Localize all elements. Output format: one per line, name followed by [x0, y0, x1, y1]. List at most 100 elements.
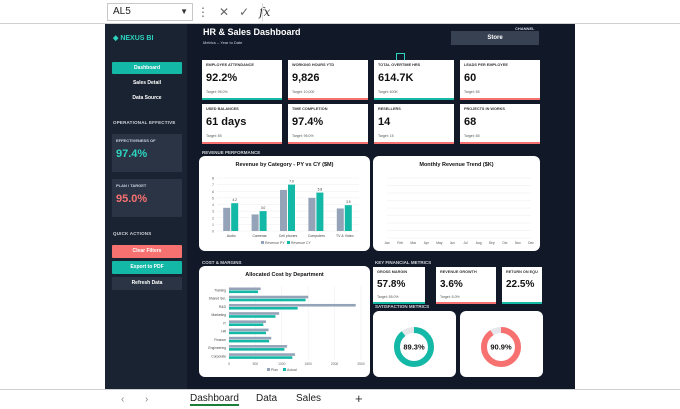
chevron-left-icon[interactable]: ‹ — [121, 394, 125, 405]
channel-label: CHANNEL — [515, 26, 535, 31]
bar — [288, 184, 295, 231]
kpi-card: TOTAL OVERTIME HRS 614.7K Target: 600K — [374, 60, 454, 100]
function-icon[interactable]: fx — [259, 5, 271, 19]
plan-target-label: PLAN / TARGET — [116, 183, 147, 188]
bar — [229, 298, 306, 302]
cost-chart: 0 500 1000 1500 2000 2500 Training Shared Ser. R… — [208, 286, 365, 372]
plan-target-value: 95.0% — [116, 193, 148, 205]
y-tick-label: 4 — [212, 203, 214, 207]
export-pdf-button[interactable]: Export to PDF — [112, 261, 182, 274]
legend-label: Actual — [287, 368, 297, 372]
data-label: 3.9 — [346, 200, 351, 204]
dashboard-title: HR & Sales Dashboard — [203, 27, 301, 37]
effectiveness-card: EFFECTIVENESS OF 97.4% — [112, 134, 182, 172]
kpi-card: RESELLERS 14 Target: 15 — [374, 104, 454, 144]
donut-fill — [394, 327, 434, 367]
kpi-target: Target: 55 — [206, 134, 222, 138]
tab-sales[interactable]: Sales — [296, 393, 322, 404]
trend-chart-panel: Monthly Revenue Trend ($K) Jan Feb Mar Apr M… — [373, 156, 540, 251]
kpi-value: 68 — [464, 116, 477, 128]
financial-card-return-on-equity: RETURN ON EQU 22.5% — [502, 267, 542, 304]
nav-sales-detail-button[interactable]: Sales Detail — [132, 80, 162, 86]
formula-bar: AL5 ▼ ⋮ ✕ ✓ fx — [0, 0, 680, 24]
bar — [229, 336, 272, 340]
kpi-card: USED BALANCES 61 days Target: 55 — [202, 104, 282, 144]
revenue-chart-panel: Revenue by Category - PY vs CY ($M) 8 7 6 5… — [199, 156, 370, 251]
x-tick-label: Sep — [489, 241, 495, 245]
channel-select[interactable]: Store — [451, 31, 539, 45]
donut-fill — [481, 327, 521, 367]
nav-data-source-button[interactable]: Data Source — [132, 95, 162, 101]
financial-card-gross-margin: GROSS MARGIN 57.8% Target: 55.0% — [373, 267, 425, 304]
bar — [229, 306, 298, 310]
financial-value: 22.5% — [506, 279, 535, 290]
clear-filters-button[interactable]: Clear Filters — [112, 245, 182, 258]
more-icon[interactable]: ⋮ — [197, 5, 209, 19]
cost-chart-panel: Allocated Cost by Department 0 500 1000 150… — [199, 266, 370, 377]
bar — [344, 205, 352, 231]
formula-input[interactable] — [262, 3, 680, 21]
bar — [229, 345, 288, 348]
kpi-target: Target: 600K — [378, 90, 398, 94]
sidebar: ◆ NEXUS BI Dashboard Sales Detail Data S… — [105, 24, 187, 389]
bar — [231, 203, 239, 231]
bar — [259, 211, 267, 231]
kpi-card: TIME COMPLETION 97.4% Target: 95.0% — [288, 104, 368, 144]
bar — [229, 353, 295, 356]
refresh-data-button[interactable]: Refresh Data — [112, 277, 182, 290]
cost-section-heading: COST & MARGINS — [202, 260, 242, 265]
bar — [229, 328, 269, 332]
kpi-target: Target: 10,000 — [292, 90, 315, 94]
kpi-target: Target: 15 — [378, 134, 394, 138]
name-box[interactable]: AL5 ▼ — [107, 3, 193, 21]
bar — [229, 320, 266, 323]
x-tick-label: Oct — [502, 241, 507, 245]
y-tick-label: Engineering — [208, 346, 226, 350]
bar — [229, 348, 285, 351]
x-tick-label: Jan — [384, 241, 389, 245]
bar — [251, 214, 259, 231]
bar — [229, 323, 264, 326]
tab-data[interactable]: Data — [256, 393, 278, 404]
add-sheet-icon[interactable]: + — [355, 391, 363, 406]
revenue-section-heading: REVENUE PERFORMANCE — [202, 150, 261, 155]
x-tick-label: Audio — [227, 234, 236, 238]
x-tick-label: Jun — [450, 241, 455, 245]
revenue-chart-title: Revenue by Category - PY vs CY ($M) — [235, 162, 334, 168]
financial-section-heading: KEY FINANCIAL METRICS — [375, 260, 432, 265]
x-tick-label: 2500 — [357, 362, 365, 366]
logo: ◆ NEXUS BI — [113, 35, 154, 42]
kpi-card: LEADS PER EMPLOYEE 60 Target: 55 — [460, 60, 540, 100]
chevron-down-icon[interactable]: ▼ — [180, 7, 188, 16]
satisfaction-panel-1: 89.3% — [373, 311, 456, 377]
revenue-chart: 8 7 6 5 4 3 2 1 0 4.2 Audio 3.0 Cameras 7.0 Cell phone… — [212, 177, 359, 245]
trend-chart: Jan Feb Mar Apr May Jun Jul Aug Sep Oct Nov Dec — [384, 177, 534, 245]
effectiveness-value: 97.4% — [116, 148, 148, 160]
x-tick-label: May — [436, 241, 443, 245]
tab-dashboard[interactable]: Dashboard — [190, 393, 239, 406]
y-tick-label: 7 — [212, 183, 214, 187]
nav-dashboard-button[interactable]: Dashboard — [112, 62, 182, 74]
x-tick-label: Dec — [528, 241, 534, 245]
bar — [229, 331, 266, 335]
x-tick-label: Mar — [410, 241, 417, 245]
kpi-target: Target: 65 — [464, 134, 480, 138]
kpi-value: 614.7K — [378, 72, 414, 84]
data-label: 3.0 — [261, 206, 266, 210]
cost-chart-title: Allocated Cost by Department — [245, 272, 324, 278]
confirm-icon[interactable]: ✓ — [239, 5, 250, 19]
x-tick-label: Cameras — [252, 234, 266, 238]
bar — [336, 208, 344, 231]
bar — [229, 290, 259, 294]
kpi-target: Target: 55 — [464, 90, 480, 94]
chevron-right-icon[interactable]: › — [145, 394, 149, 405]
bar — [229, 295, 309, 299]
data-label: 4.2 — [232, 198, 237, 202]
y-tick-label: Marketing — [212, 313, 227, 317]
kpi-card: PROJECTS IN WORKS 68 Target: 65 — [460, 104, 540, 144]
cancel-icon[interactable]: ✕ — [219, 5, 230, 19]
kpi-value: 60 — [464, 72, 477, 84]
y-tick-label: 0 — [212, 230, 214, 234]
formula-icons: ⋮ ✕ ✓ fx — [197, 3, 270, 21]
bar — [316, 192, 324, 231]
